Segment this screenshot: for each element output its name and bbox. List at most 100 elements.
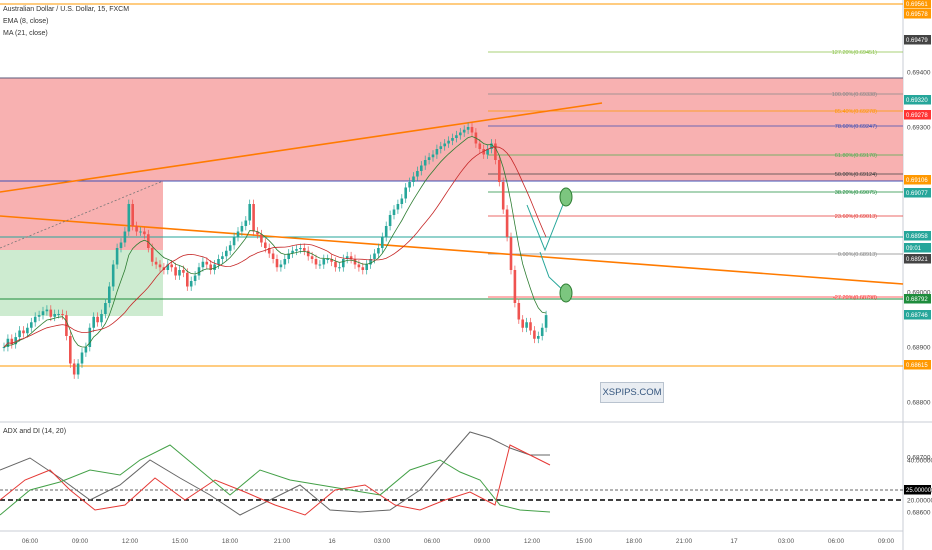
candle-body[interactable] xyxy=(57,314,60,315)
symbol-legend[interactable]: Australian Dollar / U.S. Dollar, 15, FXC… xyxy=(3,6,130,13)
candle-body[interactable] xyxy=(100,314,103,323)
price-label-box[interactable] xyxy=(904,294,931,304)
candle-body[interactable] xyxy=(544,315,548,328)
candle-body[interactable] xyxy=(37,315,41,317)
candle-body[interactable] xyxy=(53,314,56,317)
candle-body[interactable] xyxy=(303,248,306,251)
candle-body[interactable] xyxy=(501,182,505,210)
candle-body[interactable] xyxy=(505,209,509,238)
candle-body[interactable] xyxy=(72,363,76,375)
candle-body[interactable] xyxy=(166,264,170,271)
candle-body[interactable] xyxy=(287,253,290,260)
candle-body[interactable] xyxy=(455,135,458,138)
candle-body[interactable] xyxy=(225,250,228,257)
candle-body[interactable] xyxy=(127,204,131,232)
candle-body[interactable] xyxy=(14,337,17,345)
candle-body[interactable] xyxy=(252,204,255,232)
candle-body[interactable] xyxy=(158,264,162,268)
candle-body[interactable] xyxy=(322,259,326,265)
candle-body[interactable] xyxy=(338,267,341,269)
candle-body[interactable] xyxy=(486,149,489,155)
candle-body[interactable] xyxy=(279,264,283,268)
adx-pane[interactable] xyxy=(0,431,903,516)
price-pane[interactable] xyxy=(0,102,904,379)
candle-body[interactable] xyxy=(201,261,205,268)
candle-body[interactable] xyxy=(221,256,224,259)
candle-body[interactable] xyxy=(462,129,466,133)
candle-body[interactable] xyxy=(92,316,95,328)
candle-body[interactable] xyxy=(529,322,532,331)
candle-body[interactable] xyxy=(115,248,119,265)
ma-legend[interactable]: MA (21, close) xyxy=(3,30,48,37)
candle-body[interactable] xyxy=(420,165,423,172)
candle-body[interactable] xyxy=(88,327,92,347)
candle-body[interactable] xyxy=(248,204,251,221)
candle-body[interactable] xyxy=(291,250,294,254)
candle-body[interactable] xyxy=(404,187,407,199)
candle-body[interactable] xyxy=(275,259,279,268)
candle-body[interactable] xyxy=(310,256,314,259)
candle-body[interactable] xyxy=(443,143,446,147)
candle-body[interactable] xyxy=(178,270,181,276)
candle-body[interactable] xyxy=(139,231,142,233)
candle-body[interactable] xyxy=(408,182,411,188)
price-label-box[interactable] xyxy=(904,310,931,320)
candle-body[interactable] xyxy=(326,259,329,260)
candle-body[interactable] xyxy=(342,259,345,268)
candle-body[interactable] xyxy=(533,330,536,339)
candle-body[interactable] xyxy=(521,319,524,328)
price-axis[interactable]: 0.694000.693000.692000.691000.690000.689… xyxy=(22,0,932,550)
price-label-box[interactable] xyxy=(904,254,931,264)
candle-body[interactable] xyxy=(41,311,45,316)
candle-body[interactable] xyxy=(470,127,474,133)
candle-body[interactable] xyxy=(244,220,248,227)
candle-body[interactable] xyxy=(299,248,302,250)
price-label-box[interactable] xyxy=(904,243,931,253)
candle-body[interactable] xyxy=(256,231,259,235)
candle-body[interactable] xyxy=(318,264,322,266)
candle-body[interactable] xyxy=(189,281,193,287)
candle-body[interactable] xyxy=(150,248,154,262)
candle-body[interactable] xyxy=(345,256,349,259)
candle-body[interactable] xyxy=(84,347,88,353)
candle-body[interactable] xyxy=(119,242,123,249)
candle-body[interactable] xyxy=(283,259,287,265)
candle-body[interactable] xyxy=(18,330,21,338)
candle-body[interactable] xyxy=(193,275,197,282)
candle-body[interactable] xyxy=(334,261,337,268)
price-label-box[interactable] xyxy=(904,35,931,45)
candle-body[interactable] xyxy=(517,303,521,320)
candle-body[interactable] xyxy=(490,143,493,150)
candle-body[interactable] xyxy=(388,215,392,226)
candle-body[interactable] xyxy=(49,309,53,317)
candle-body[interactable] xyxy=(80,352,84,364)
candle-body[interactable] xyxy=(509,237,513,270)
candle-body[interactable] xyxy=(400,198,404,205)
candle-body[interactable] xyxy=(392,209,396,216)
lower-target-marker[interactable] xyxy=(559,283,573,303)
candle-body[interactable] xyxy=(236,231,240,238)
price-label-box[interactable] xyxy=(904,175,931,185)
candle-body[interactable] xyxy=(513,270,517,303)
candle-body[interactable] xyxy=(498,160,501,182)
upper-target-marker[interactable] xyxy=(559,187,573,207)
candle-body[interactable] xyxy=(10,338,14,345)
candle-body[interactable] xyxy=(451,138,454,141)
candle-body[interactable] xyxy=(45,309,49,312)
candle-body[interactable] xyxy=(412,176,415,183)
price-label-box[interactable] xyxy=(904,110,931,120)
candle-body[interactable] xyxy=(197,267,201,276)
candle-body[interactable] xyxy=(537,336,540,339)
candle-body[interactable] xyxy=(131,204,134,226)
candle-body[interactable] xyxy=(466,127,470,130)
candle-body[interactable] xyxy=(186,272,189,287)
candle-body[interactable] xyxy=(69,336,72,364)
candle-body[interactable] xyxy=(154,261,158,265)
candle-body[interactable] xyxy=(439,146,443,149)
candle-body[interactable] xyxy=(373,253,376,260)
price-label-box[interactable] xyxy=(904,188,931,198)
candle-body[interactable] xyxy=(357,264,361,268)
candle-body[interactable] xyxy=(111,264,115,287)
candle-body[interactable] xyxy=(22,330,25,334)
candle-body[interactable] xyxy=(217,259,220,265)
